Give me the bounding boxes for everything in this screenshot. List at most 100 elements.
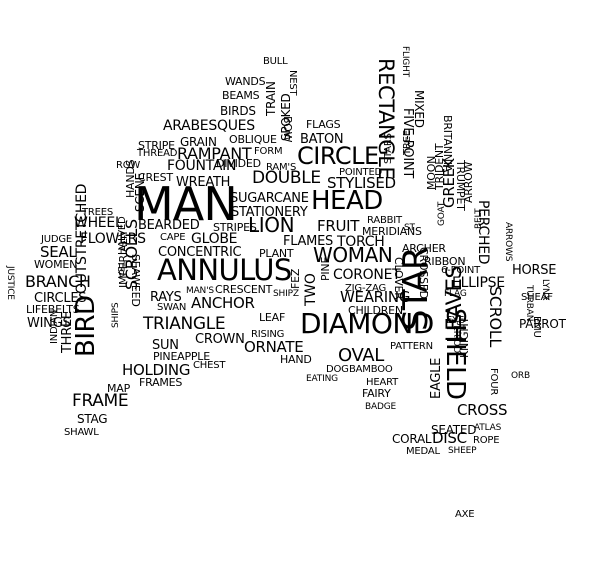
cloud-word: PARROT <box>519 317 566 331</box>
cloud-word: POINTED <box>339 167 383 178</box>
cloud-word: ROW <box>116 160 141 171</box>
cloud-word: RIBBON <box>424 255 466 268</box>
cloud-word: WANDS <box>225 75 266 88</box>
cloud-word: CROWN <box>195 332 245 347</box>
cloud-word: CREST <box>138 171 173 184</box>
cloud-word: BULL <box>263 56 288 67</box>
cloud-word: ST <box>404 223 415 233</box>
cloud-word: WOMEN <box>34 258 78 271</box>
cloud-word: PLANT <box>259 247 294 260</box>
cloud-word: MEDAL <box>406 446 440 457</box>
cloud-word: SEATED <box>431 423 477 437</box>
cloud-word: KNIGHT <box>458 317 471 358</box>
cloud-word: ORB <box>511 371 530 381</box>
cloud-word: ATLAS <box>474 423 502 433</box>
cloud-word: SCROLLS <box>122 219 141 290</box>
cloud-word: HORSE <box>512 263 557 278</box>
cloud-word: SCROLL <box>486 286 505 347</box>
cloud-word: SHIPZ <box>273 289 299 299</box>
cloud-word: FLAGS <box>306 118 341 131</box>
cloud-word: BIRDS <box>220 104 256 118</box>
cloud-word: RAMPANT <box>177 144 252 163</box>
cloud-word: LEAF <box>259 311 286 324</box>
cloud-word: GLOBE <box>191 231 238 247</box>
cloud-word: CAPE <box>160 232 186 243</box>
cloud-word: CROSS <box>457 401 508 419</box>
cloud-word: DOG <box>326 364 349 375</box>
cloud-word: DOUBLE <box>252 168 321 188</box>
cloud-word: SUGARCANE <box>230 191 309 206</box>
cloud-word: FIVE-POINT <box>400 108 415 179</box>
cloud-word: PINE <box>319 256 332 281</box>
cloud-word: SHEEP <box>448 446 477 456</box>
cloud-word: SPOKED <box>279 93 293 141</box>
cloud-word: FOUR <box>488 368 499 396</box>
cloud-word: CHILDREN <box>348 304 403 317</box>
cloud-word: SHEAF <box>521 292 553 303</box>
cloud-word: ROPE <box>473 435 500 446</box>
cloud-word: ARROWS <box>503 222 513 262</box>
cloud-word: DIAMOND <box>300 307 434 340</box>
cloud-word: 6-POINT <box>441 265 481 276</box>
cloud-word: OBLIQUE <box>229 133 277 146</box>
cloud-word: FEZ <box>289 268 302 289</box>
cloud-word: WREATH <box>176 175 231 190</box>
cloud-word: SWAN <box>157 302 187 313</box>
cloud-word: TRIANGLE <box>143 314 226 334</box>
cloud-word: FAIRY <box>362 387 391 400</box>
cloud-word: TWO <box>303 273 319 306</box>
cloud-word: BRANCH <box>25 272 91 291</box>
cloud-word: FORM <box>254 146 283 157</box>
cloud-word: NEST <box>287 70 298 96</box>
cloud-word: BATON <box>300 132 344 147</box>
cloud-word: RAYS <box>150 290 182 305</box>
cloud-word: BELT <box>474 208 484 229</box>
cloud-word: WOMAN <box>313 243 393 267</box>
cloud-word: SEAL <box>40 243 77 261</box>
cloud-word: RISING <box>251 329 285 340</box>
cloud-word: ANNULUS <box>157 253 292 287</box>
cloud-word: STYLISED <box>327 174 396 192</box>
cloud-word: LIFEBELTS <box>26 303 80 316</box>
cloud-word: ZIG-ZAG <box>345 283 387 294</box>
cloud-word: WEARING <box>340 288 411 306</box>
cloud-word: AXE <box>455 509 475 520</box>
cloud-word: CONCENTRIC <box>158 245 242 260</box>
cloud-word: STRIPE <box>138 139 175 152</box>
cloud-word: ANCHOR <box>191 294 255 312</box>
cloud-word: ORNATE <box>244 338 304 356</box>
cloud-word: MAN <box>134 177 238 231</box>
cloud-word: FLIGHT <box>400 46 410 78</box>
cloud-word: FLAG <box>444 289 467 299</box>
cloud-word: LION <box>248 213 295 237</box>
cloud-word: FRAME <box>72 391 129 411</box>
cloud-word: BIRD <box>71 295 101 357</box>
cloud-word: BADGE <box>365 402 397 412</box>
cloud-word: FOUNTAIN <box>167 158 237 174</box>
cloud-word: CRESCENT <box>215 283 273 296</box>
cloud-word: ARROW <box>462 161 475 203</box>
cloud-word: STAG <box>77 412 108 426</box>
cloud-word: STARS <box>383 133 394 164</box>
cloud-word: FRAMES <box>139 376 183 389</box>
cloud-word: MAN'S <box>186 286 214 296</box>
cloud-word: RABBIT <box>367 215 402 226</box>
cloud-word: FRUIT <box>317 217 360 235</box>
cloud-word: ARABESQUES <box>163 118 255 134</box>
cloud-word: STATIONERY <box>231 205 308 220</box>
cloud-word: HOLDING <box>122 361 191 379</box>
cloud-word: TREES <box>82 207 114 218</box>
cloud-word: WINGS <box>27 316 71 331</box>
cloud-word: SHIPS <box>111 302 121 328</box>
cloud-word: DISC <box>432 429 467 447</box>
cloud-word: BEAMS <box>222 89 260 102</box>
cloud-word: JUDGE <box>41 234 73 245</box>
cloud-word: MERIDIANS <box>362 225 422 238</box>
cloud-word: FLAMES <box>283 234 334 249</box>
cloud-word: BAMBOO <box>349 364 393 375</box>
cloud-word: PATTERN <box>390 341 433 352</box>
cloud-word: DIVIDED <box>216 157 261 170</box>
cloud-word: TRAIN <box>264 81 278 116</box>
cloud-word: STRIPES <box>213 221 257 234</box>
cloud-word: STAR <box>396 247 436 331</box>
